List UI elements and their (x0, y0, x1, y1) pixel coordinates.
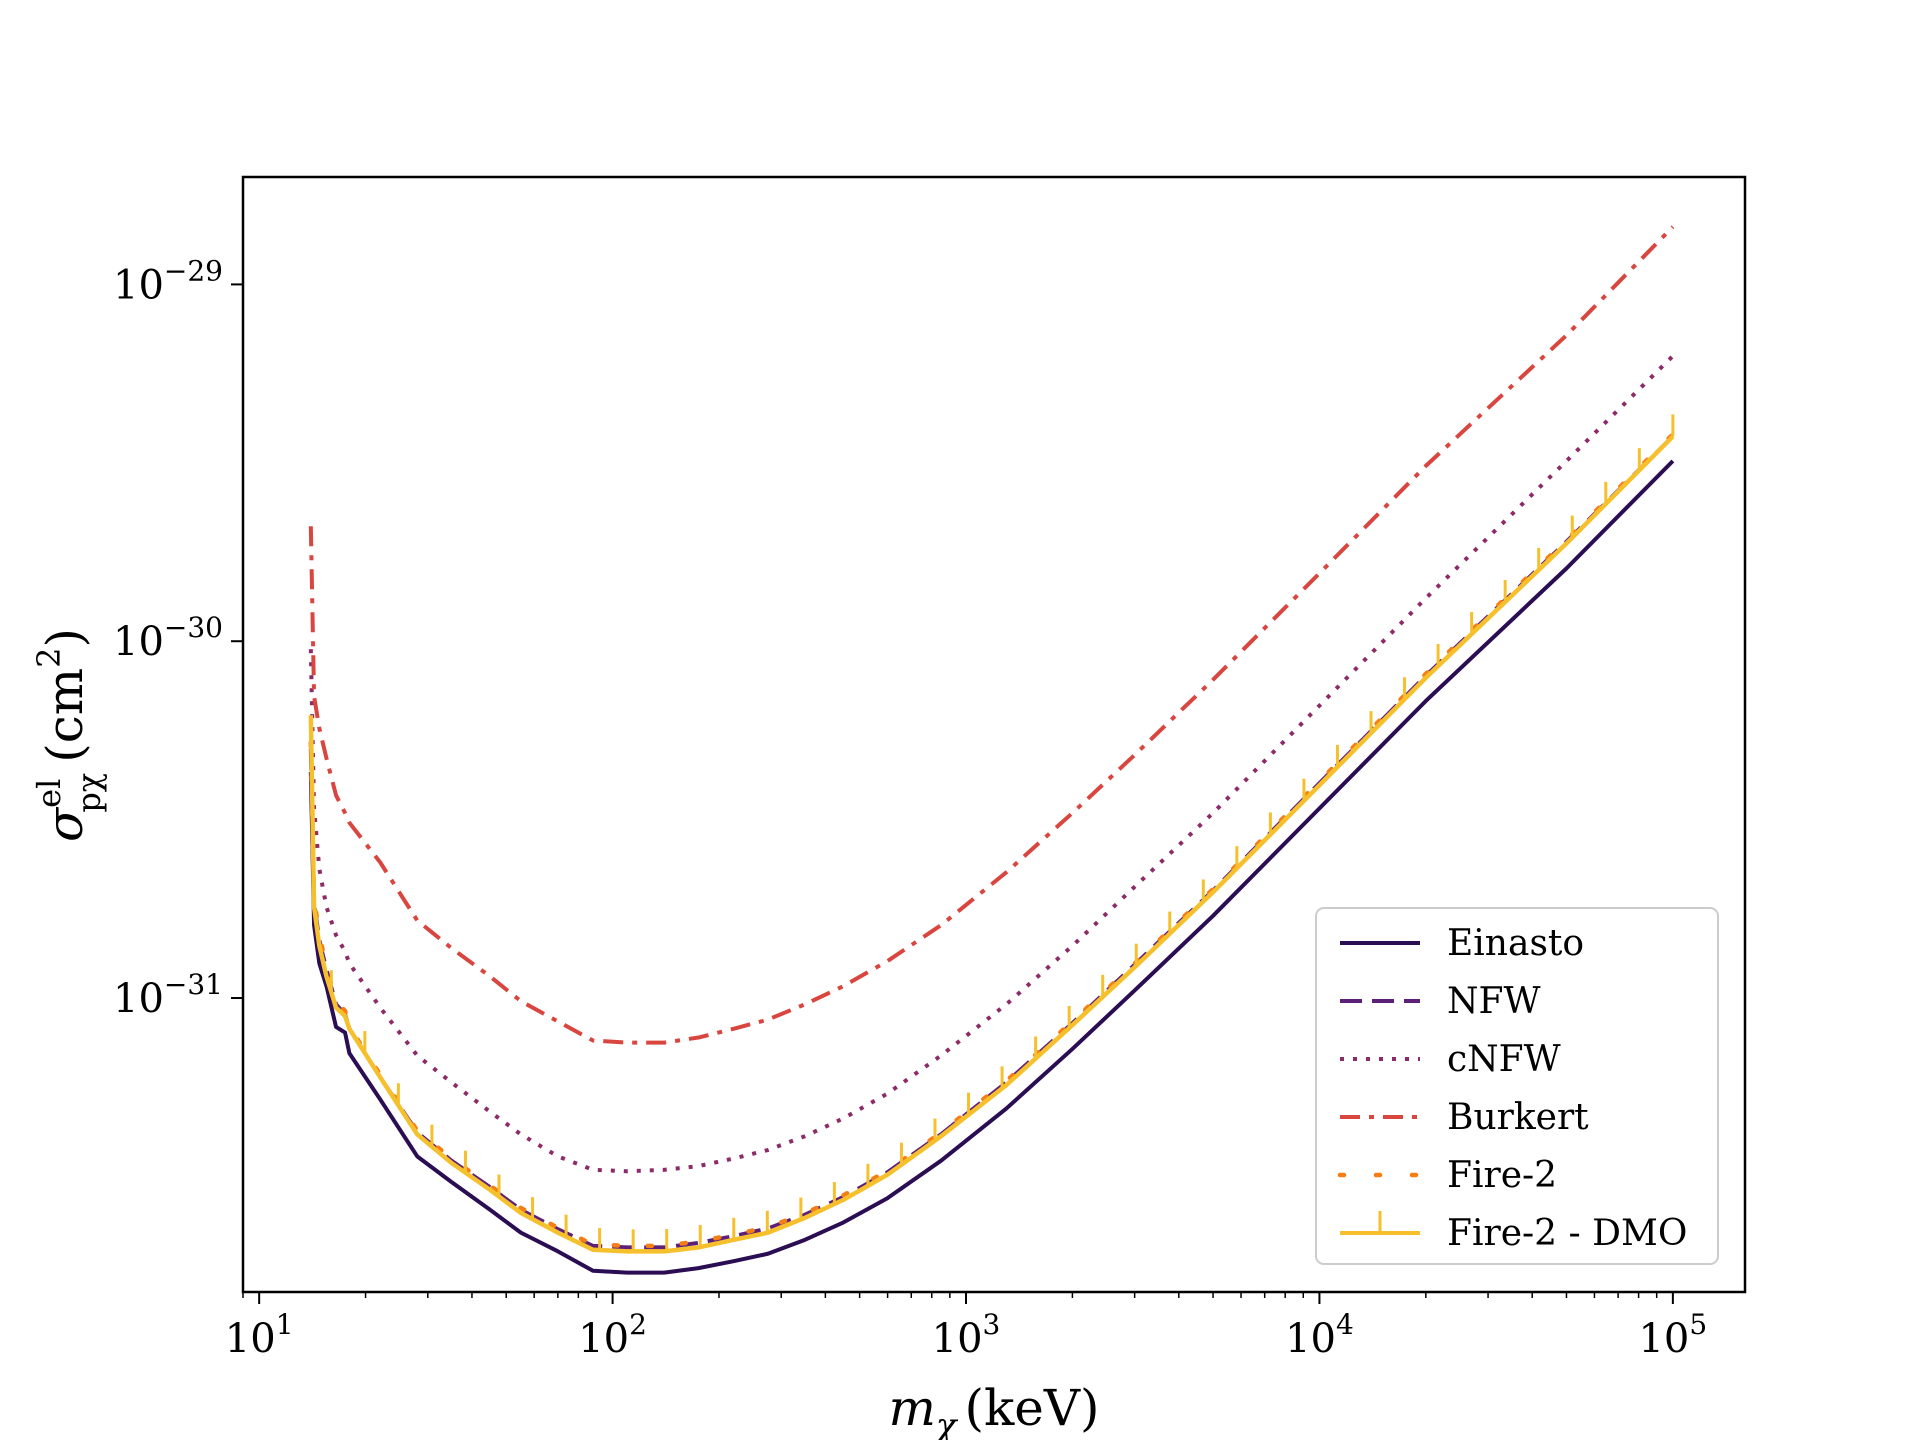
ticks-layer: 101 102 103 104 105 10−31 10−30 10−29 (113, 254, 1707, 1362)
y-axis-label-unit-open: (cm (36, 668, 94, 763)
legend-item-fire-2: Fire-2 (1337, 1155, 1557, 1196)
series-layer (308, 225, 1676, 1275)
y-axis-label-subscript: pχ (70, 773, 108, 813)
plot-frame (241, 175, 1747, 1294)
y-tick-label: 10−30 (113, 611, 223, 665)
y-axis-label-unit-exponent: 2 (30, 648, 68, 668)
series-fire-2-dmo (308, 414, 1675, 1254)
legend-label: cNFW (1447, 1039, 1561, 1080)
legend-label: Einasto (1447, 923, 1584, 964)
x-tick-label: 104 (1285, 1308, 1354, 1362)
legend-items: Einasto NFW cNFW Burkert Fire-2 Fire-2 - DMO (1337, 923, 1687, 1254)
legend-item-burkert: Burkert (1340, 1097, 1589, 1138)
legend-label: NFW (1447, 981, 1540, 1022)
legend-label: Fire-2 (1447, 1155, 1557, 1196)
series-cnfw (308, 354, 1675, 1174)
legend-item-einasto: Einasto (1340, 923, 1584, 964)
series-fire-2 (308, 432, 1676, 1249)
x-axis-label: mχ (keV) (888, 1379, 1099, 1440)
x-axis-label-subscript: χ (934, 1406, 959, 1440)
x-axis-label-unit: (keV) (965, 1379, 1100, 1437)
y-tick-label: 10−31 (113, 968, 223, 1022)
series-line (308, 354, 1675, 1174)
series-burkert (308, 225, 1675, 1045)
legend-label: Burkert (1447, 1097, 1589, 1138)
series-einasto (308, 459, 1675, 1275)
y-axis-label-unit-close: ) (36, 628, 94, 648)
legend-label: Fire-2 - DMO (1447, 1213, 1687, 1254)
y-tick-label: 10−29 (113, 254, 223, 308)
y-axis-label-superscript: el (30, 779, 68, 808)
series-line (308, 459, 1675, 1275)
legend-item-fire-2-dmo: Fire-2 - DMO (1340, 1211, 1687, 1254)
legend-item-nfw: NFW (1340, 981, 1540, 1022)
y-axis-label: σelpχ (cm2) (30, 628, 108, 842)
x-tick-label: 105 (1638, 1308, 1707, 1362)
series-line (308, 434, 1675, 1254)
x-tick-label: 102 (578, 1308, 647, 1362)
legend-item-cnfw: cNFW (1340, 1039, 1561, 1080)
series-line (308, 225, 1675, 1045)
x-axis-label-symbol: m (888, 1379, 935, 1437)
legend: Einasto NFW cNFW Burkert Fire-2 Fire-2 - DMO (1315, 907, 1719, 1265)
x-tick-label: 101 (225, 1308, 294, 1362)
x-tick-label: 103 (932, 1308, 1001, 1362)
series-line (308, 432, 1676, 1249)
y-axis-label-symbol: σ (36, 806, 94, 842)
